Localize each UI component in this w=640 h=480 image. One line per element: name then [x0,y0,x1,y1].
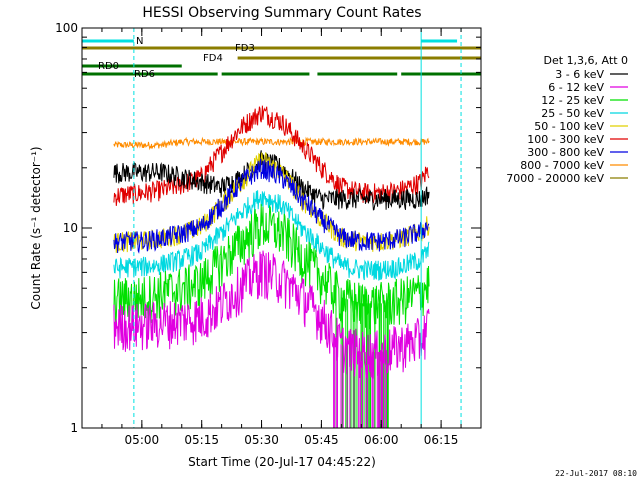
flag-label: FD4 [203,53,223,64]
legend-entry: 7000 - 20000 keV [506,172,604,185]
legend-entry: 25 - 50 keV [541,107,604,120]
x-tick-label: 06:00 [364,433,399,447]
series-100-300keV [113,105,430,206]
y-tick-label: 10 [63,221,78,235]
series-6-12keV [113,250,430,428]
legend-entry: 300 - 800 keV [527,146,604,159]
y-tick-label: 1 [70,421,78,435]
x-tick-label: 05:15 [184,433,219,447]
legend-entry: 800 - 7000 keV [520,159,604,172]
series-800-7000keV [113,136,430,151]
series-line [113,150,430,211]
y-tick-label: 100 [55,21,78,35]
x-axis-label: Start Time (20-Jul-17 04:45:22) [188,455,376,469]
legend-entry: 6 - 12 keV [548,81,604,94]
y-axis-label: Count Rate (s⁻¹ detector⁻¹) [29,146,43,309]
legend-entry: 50 - 100 keV [534,120,604,133]
series-300-800keV [113,158,430,254]
flag-label: N [136,36,143,47]
x-tick-label: 05:45 [304,433,339,447]
legend-entry: 3 - 6 keV [555,68,604,81]
legend-entry: 100 - 300 keV [527,133,604,146]
flag-label: RD0 [98,61,119,72]
series-line [113,190,430,281]
x-tick-label: 05:30 [244,433,279,447]
chart-title: HESSI Observing Summary Count Rates [142,5,421,21]
series-line [113,105,430,206]
series-line [113,250,430,379]
series-line [113,158,430,254]
legend-entry: 12 - 25 keV [541,94,604,107]
legend-title: Det 1,3,6, Att 0 [544,54,628,67]
flag-label: FD3 [235,43,255,54]
timestamp: 22-Jul-2017 08:10 [555,469,637,478]
flag-label: RD6 [134,69,155,80]
series-line [113,204,430,331]
series-line [113,136,430,151]
x-tick-label: 06:15 [424,433,459,447]
series-3-6keV [113,150,430,211]
x-tick-label: 05:00 [125,433,160,447]
flag-bars: N FD3 FD4 RD0 RD6 [82,36,481,80]
series-25-50keV [113,190,430,281]
